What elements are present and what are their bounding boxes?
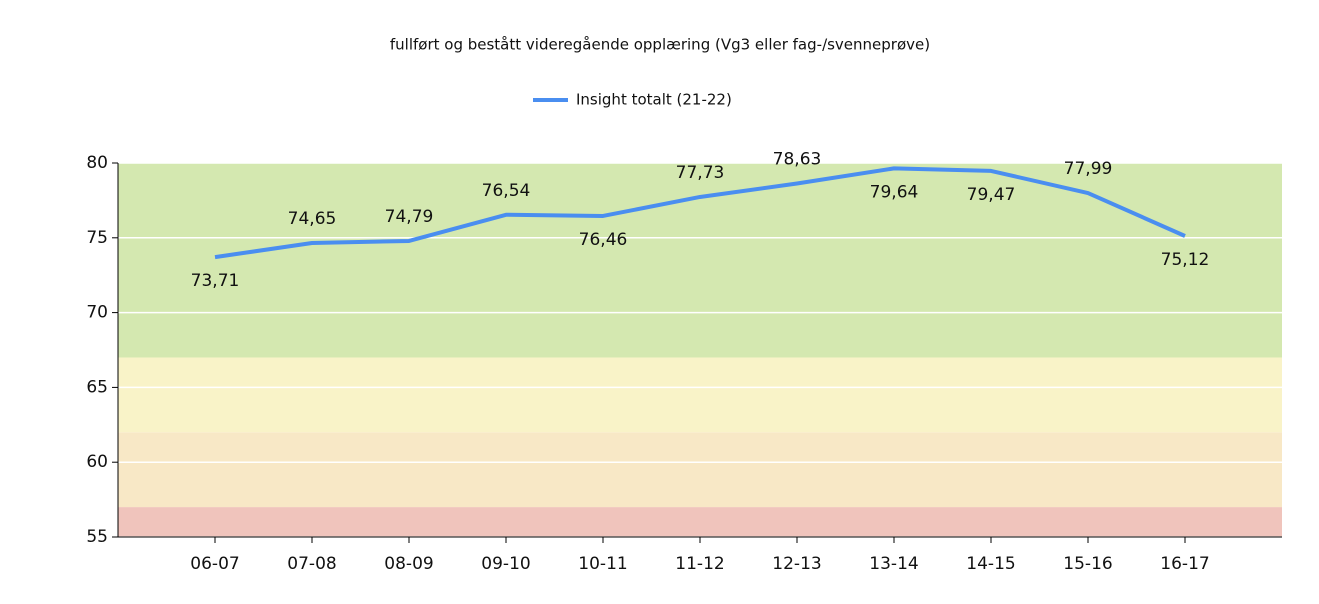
data-label: 74,65 [288,209,337,229]
x-tick-label: 15-16 [1063,554,1112,574]
x-tick-label: 06-07 [190,554,239,574]
x-tick-label: 10-11 [578,554,627,574]
x-tick-label: 14-15 [966,554,1015,574]
data-label: 77,73 [676,163,725,183]
data-label: 79,64 [870,182,919,202]
x-tick-label: 11-12 [675,554,724,574]
data-label: 76,54 [482,181,531,201]
x-tick-label: 13-14 [869,554,918,574]
legend-label: Insight totalt (21-22) [576,91,732,109]
band [118,357,1282,433]
x-tick-label: 16-17 [1160,554,1209,574]
y-tick-label: 70 [86,303,108,323]
data-label: 78,63 [773,149,822,169]
y-tick-label: 75 [86,228,108,248]
x-tick-label: 12-13 [772,554,821,574]
data-label: 79,47 [967,185,1016,205]
x-tick-label: 08-09 [384,554,433,574]
chart-title: fullført og bestått videregående opplæri… [390,36,930,54]
data-label: 74,79 [385,207,434,227]
band [118,432,1282,508]
y-tick-label: 60 [86,452,108,472]
data-label: 73,71 [191,271,240,291]
data-label: 75,12 [1161,250,1210,270]
data-label: 76,46 [579,230,628,250]
data-label: 77,99 [1064,159,1113,179]
x-tick-label: 09-10 [481,554,530,574]
y-tick-label: 65 [86,377,108,397]
y-tick-label: 80 [86,153,108,173]
x-tick-label: 07-08 [287,554,336,574]
band [118,163,1282,358]
line-series [214,166,1186,260]
band [118,507,1282,537]
y-tick-label: 55 [86,527,108,547]
